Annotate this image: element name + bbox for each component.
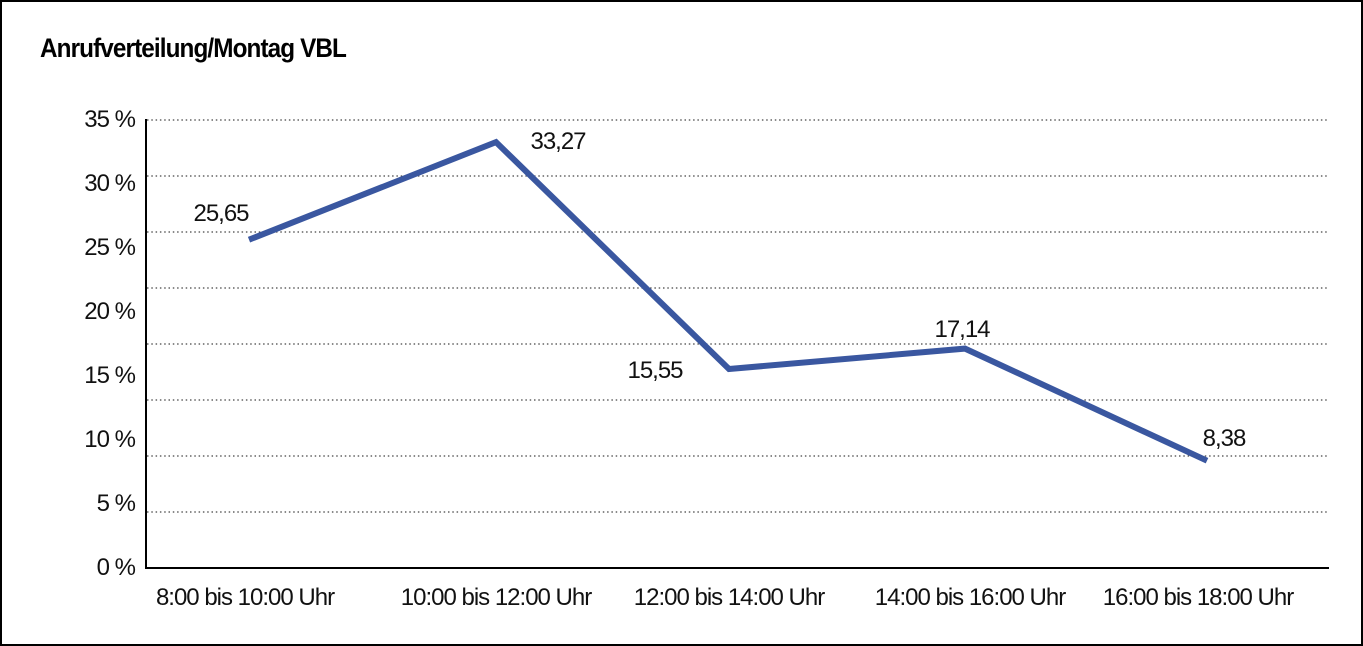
y-tick-label: 0 %: [96, 554, 136, 581]
y-tick-label: 30 %: [84, 170, 136, 197]
x-category-label: 14:00 bis 16:00 Uhr: [874, 584, 1066, 611]
x-category-label: 8:00 bis 10:00 Uhr: [155, 584, 335, 611]
data-series-line: [247, 138, 1209, 464]
x-category-label: 10:00 bis 12:00 Uhr: [400, 584, 592, 611]
data-point-value-label: 17,14: [934, 316, 990, 343]
y-tick-label: 10 %: [84, 426, 136, 453]
y-tick-label: 25 %: [84, 234, 136, 261]
data-point-value-label: 25,65: [193, 200, 249, 227]
x-category-label: 16:00 bis 18:00 Uhr: [1102, 584, 1294, 611]
y-tick-label: 5 %: [96, 490, 136, 517]
data-point-value-label: 8,38: [1202, 425, 1247, 452]
x-category-label: 12:00 bis 14:00 Uhr: [633, 584, 825, 611]
chart-title: Anrufverteilung/Montag VBL: [40, 33, 347, 63]
data-point-value-label: 15,55: [627, 357, 683, 384]
data-point-value-label: 33,27: [530, 128, 586, 155]
y-tick-label: 20 %: [84, 298, 136, 325]
y-tick-label: 15 %: [84, 362, 136, 389]
y-tick-label: 35 %: [84, 106, 136, 133]
